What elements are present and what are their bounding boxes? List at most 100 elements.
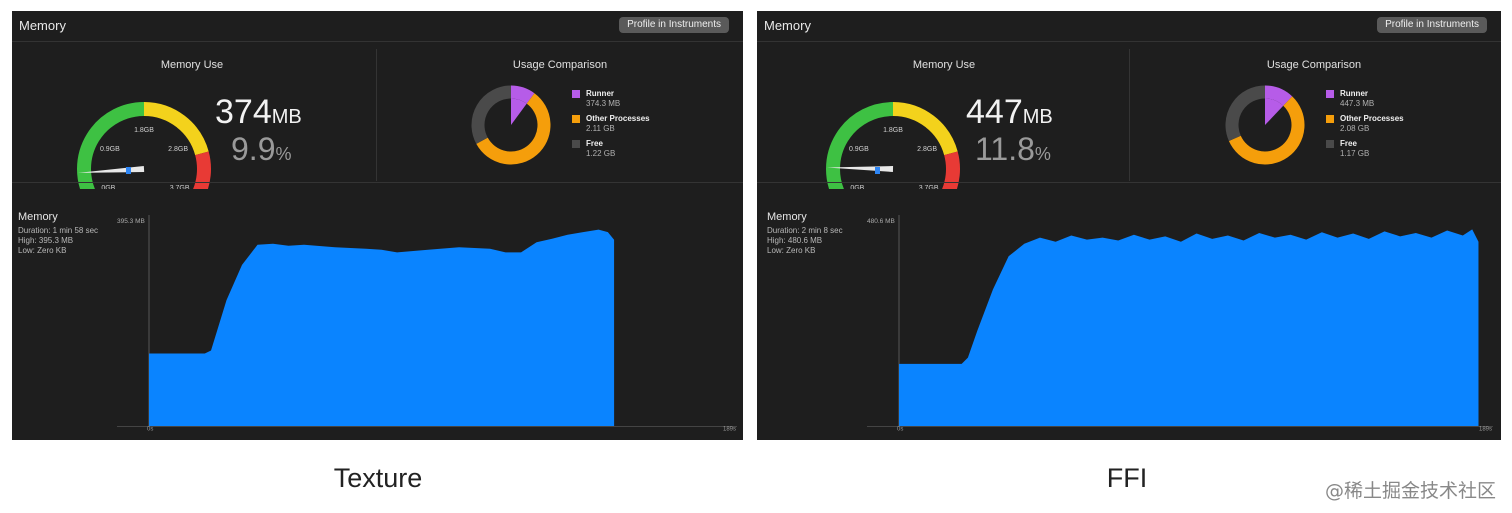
gauge-segment <box>892 102 958 156</box>
donut-slice-free <box>471 85 512 144</box>
donut-slice-other-processes <box>1228 96 1305 165</box>
usage-donut <box>1225 85 1305 165</box>
panel-header: Memory Profile in Instruments <box>757 11 1501 42</box>
legend-value: 2.08 GB <box>1340 124 1370 133</box>
usage-comparison-title: Usage Comparison <box>512 59 608 71</box>
memory-percent-unit: % <box>1034 144 1051 164</box>
legend-name: Free <box>1340 139 1357 148</box>
memory-gauge: 0GB 0.9GB 1.8GB 2.8GB 3.7GB <box>77 102 211 189</box>
memory-value-unit: MB <box>271 106 302 128</box>
memory-percent: 9.9% <box>231 131 292 168</box>
donut-runner-wedge <box>1265 98 1284 125</box>
memory-use-title: Memory Use <box>160 59 224 71</box>
donut-slice-other-processes <box>476 93 551 165</box>
legend-swatch <box>1326 90 1334 98</box>
section-divider <box>1129 49 1130 181</box>
memory-value-number: 447 <box>966 93 1023 131</box>
memory-percent-number: 11.8 <box>975 131 1035 167</box>
gauge-segment <box>942 151 960 189</box>
legend-swatch <box>572 115 580 123</box>
chart-high: High: 480.6 MB <box>767 236 823 245</box>
legend-item: Other Processes 2.11 GB <box>572 114 650 139</box>
memory-use-title: Memory Use <box>912 59 976 71</box>
panel-title: Memory <box>764 18 811 33</box>
chart-high: High: 395.3 MB <box>18 236 74 245</box>
usage-donut <box>471 85 551 165</box>
usage-legend: Runner 374.3 MB Other Processes 2.11 GB Free… <box>572 89 650 164</box>
usage-comparison-title: Usage Comparison <box>1266 59 1362 71</box>
memory-value-unit: MB <box>1022 106 1053 128</box>
legend-value: 1.22 GB <box>586 149 616 158</box>
donut-runner-wedge <box>511 98 527 125</box>
legend-value: 1.17 GB <box>1340 149 1370 158</box>
gauge-segment <box>77 102 145 189</box>
profile-in-instruments-button[interactable]: Profile in Instruments <box>619 17 729 33</box>
memory-area-series <box>899 229 1479 426</box>
panel-header: Memory Profile in Instruments <box>12 11 743 42</box>
memory-gauge: 0GB 0.9GB 1.8GB 2.8GB 3.7GB <box>826 102 960 189</box>
profile-in-instruments-button[interactable]: Profile in Instruments <box>1377 17 1487 33</box>
gauge-tick-label: 1.8GB <box>134 127 154 134</box>
legend-name: Runner <box>1340 89 1368 98</box>
memory-percent: 11.8% <box>975 131 1051 168</box>
gauge-tick-label: 2.8GB <box>168 146 188 153</box>
chart-duration: Duration: 1 min 58 sec <box>18 226 99 235</box>
y-max-label: 480.6 MB <box>867 218 895 225</box>
memory-percent-unit: % <box>275 144 292 164</box>
memory-value: 374MB <box>215 93 302 132</box>
memory-area-chart: 395.3 MB 0s 189s <box>117 215 737 432</box>
donut-slice-runner <box>1264 85 1293 107</box>
gauge-tick-label: 0.9GB <box>849 146 869 153</box>
gauge-segment <box>193 151 211 189</box>
gauge-tick-label: 1.8GB <box>883 127 903 134</box>
chart-low: Low: Zero KB <box>18 246 67 255</box>
legend-swatch <box>1326 115 1334 123</box>
chart-low: Low: Zero KB <box>767 246 816 255</box>
legend-value: 374.3 MB <box>586 99 621 108</box>
section-divider <box>376 49 377 181</box>
chart-title: Memory <box>18 211 58 223</box>
gauge-value-marker <box>126 167 131 174</box>
gauge-tick-label: 0GB <box>850 185 864 189</box>
chart-info: Memory Duration: 1 min 58 sec High: 395.… <box>18 212 98 256</box>
memory-area-chart: 480.6 MB 0s 189s <box>867 215 1493 432</box>
legend-name: Runner <box>586 89 614 98</box>
legend-swatch <box>1326 140 1334 148</box>
chart-duration: Duration: 2 min 8 sec <box>767 226 843 235</box>
x-end-label: 189s <box>723 427 736 432</box>
gauge-segment <box>143 102 209 156</box>
section-divider <box>12 182 743 183</box>
x-start-label: 0s <box>897 427 903 432</box>
usage-legend: Runner 447.3 MB Other Processes 2.08 GB Free… <box>1326 89 1404 164</box>
memory-percent-number: 9.9 <box>231 131 276 167</box>
caption-texture: Texture <box>333 463 423 493</box>
legend-swatch <box>572 140 580 148</box>
legend-item: Runner 447.3 MB <box>1326 89 1404 114</box>
chart-title: Memory <box>767 211 807 223</box>
legend-name: Other Processes <box>586 114 650 123</box>
memory-panel-texture: Memory Profile in Instruments Memory Use… <box>12 11 743 440</box>
gauge-tick-label: 2.8GB <box>917 146 937 153</box>
gauge-segment <box>826 102 894 189</box>
gauge-tick-label: 0.9GB <box>100 146 120 153</box>
legend-name: Other Processes <box>1340 114 1404 123</box>
x-start-label: 0s <box>147 427 153 432</box>
panel-title: Memory <box>19 18 66 33</box>
legend-item: Free 1.17 GB <box>1326 139 1404 164</box>
gauge-tick-label: 3.7GB <box>919 185 939 189</box>
y-max-label: 395.3 MB <box>117 218 145 225</box>
legend-swatch <box>572 90 580 98</box>
watermark: @稀土掘金技术社区 <box>1324 480 1496 502</box>
legend-value: 447.3 MB <box>1340 99 1375 108</box>
memory-value: 447MB <box>966 93 1053 132</box>
x-end-label: 189s <box>1479 427 1492 432</box>
legend-value: 2.11 GB <box>586 124 615 133</box>
legend-name: Free <box>586 139 603 148</box>
gauge-tick-label: 3.7GB <box>170 185 190 189</box>
gauge-tick-label: 0GB <box>101 185 115 189</box>
donut-slice-runner <box>510 85 535 104</box>
legend-item: Runner 374.3 MB <box>572 89 650 114</box>
donut-slice-free <box>1225 85 1266 142</box>
gauge-value-marker <box>875 167 880 174</box>
caption-ffi: FFI <box>1106 463 1148 493</box>
